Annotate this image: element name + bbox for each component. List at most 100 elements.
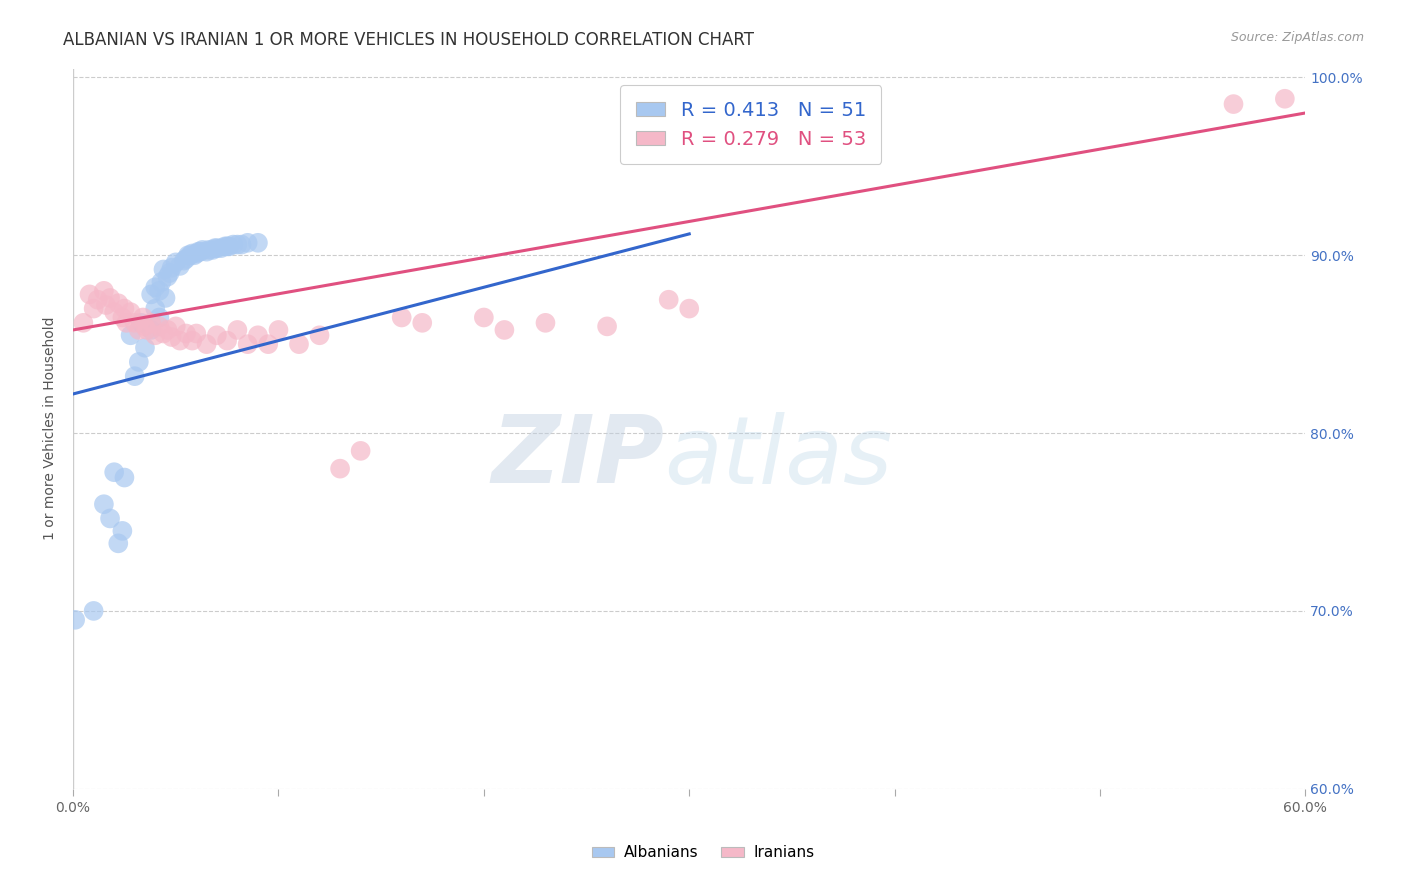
Point: [181, 246, 204, 260]
Point: [83, 604, 105, 618]
Text: ALBANIAN VS IRANIAN 1 OR MORE VEHICLES IN HOUSEHOLD CORRELATION CHART: ALBANIAN VS IRANIAN 1 OR MORE VEHICLES I…: [63, 31, 754, 49]
Point: [134, 341, 156, 355]
Point: [129, 316, 152, 330]
Point: [179, 248, 201, 262]
Point: [114, 301, 136, 316]
Point: [246, 328, 269, 343]
Point: [195, 244, 218, 259]
Point: [156, 269, 179, 284]
Y-axis label: 1 or more Vehicles in Household: 1 or more Vehicles in Household: [44, 317, 58, 541]
Point: [111, 524, 134, 538]
Point: [195, 337, 218, 351]
Point: [152, 326, 174, 341]
Point: [94, 298, 117, 312]
Point: [534, 316, 557, 330]
Point: [852, 124, 875, 138]
Point: [1274, 92, 1296, 106]
Point: [217, 334, 239, 348]
Point: [472, 310, 495, 325]
Point: [143, 328, 166, 343]
Point: [204, 241, 226, 255]
Point: [231, 237, 253, 252]
Text: atlas: atlas: [665, 412, 893, 503]
Point: [183, 248, 205, 262]
Point: [160, 330, 183, 344]
Point: [218, 239, 240, 253]
Point: [177, 248, 200, 262]
Point: [159, 266, 181, 280]
Point: [222, 237, 245, 252]
Point: [391, 310, 413, 325]
Point: [658, 293, 681, 307]
Point: [128, 355, 150, 369]
Point: [83, 301, 105, 316]
Point: [134, 319, 156, 334]
Point: [678, 301, 700, 316]
Point: [156, 323, 179, 337]
Point: [209, 241, 232, 255]
Point: [217, 239, 239, 253]
Point: [1222, 97, 1244, 112]
Point: [411, 316, 433, 330]
Point: [288, 337, 311, 351]
Point: [128, 323, 150, 337]
Point: [103, 465, 125, 479]
Point: [111, 310, 134, 325]
Point: [107, 296, 129, 310]
Point: [79, 287, 101, 301]
Point: [148, 284, 170, 298]
Point: [114, 470, 136, 484]
Point: [132, 310, 155, 325]
Text: Source: ZipAtlas.com: Source: ZipAtlas.com: [1230, 31, 1364, 45]
Point: [173, 253, 195, 268]
Point: [349, 443, 371, 458]
Point: [72, 316, 94, 330]
Point: [152, 262, 174, 277]
Point: [197, 243, 219, 257]
Point: [190, 244, 212, 259]
Point: [214, 239, 236, 253]
Point: [139, 316, 162, 330]
Point: [169, 334, 191, 348]
Point: [205, 241, 228, 255]
Point: [169, 259, 191, 273]
Point: [186, 326, 208, 341]
Point: [160, 260, 183, 275]
Point: [186, 246, 208, 260]
Point: [174, 326, 197, 341]
Text: ZIP: ZIP: [492, 411, 665, 503]
Point: [120, 328, 142, 343]
Point: [596, 319, 619, 334]
Point: [257, 337, 280, 351]
Point: [148, 310, 170, 325]
Point: [205, 328, 228, 343]
Point: [201, 243, 224, 257]
Point: [165, 255, 187, 269]
Point: [98, 291, 121, 305]
Point: [143, 301, 166, 316]
Point: [124, 316, 146, 330]
Point: [226, 323, 249, 337]
Point: [181, 334, 204, 348]
Point: [98, 511, 121, 525]
Point: [120, 305, 142, 319]
Point: [187, 244, 209, 259]
Point: [174, 252, 197, 266]
Point: [93, 284, 115, 298]
Point: [236, 337, 259, 351]
Point: [494, 323, 516, 337]
Legend: Albanians, Iranians: Albanians, Iranians: [585, 839, 821, 866]
Point: [246, 235, 269, 250]
Point: [226, 237, 249, 252]
Point: [139, 287, 162, 301]
Point: [155, 291, 177, 305]
Point: [143, 280, 166, 294]
Point: [308, 328, 330, 343]
Point: [267, 323, 290, 337]
Point: [63, 613, 86, 627]
Point: [87, 293, 110, 307]
Point: [191, 243, 214, 257]
Point: [236, 235, 259, 250]
Point: [150, 275, 173, 289]
Point: [139, 323, 162, 337]
